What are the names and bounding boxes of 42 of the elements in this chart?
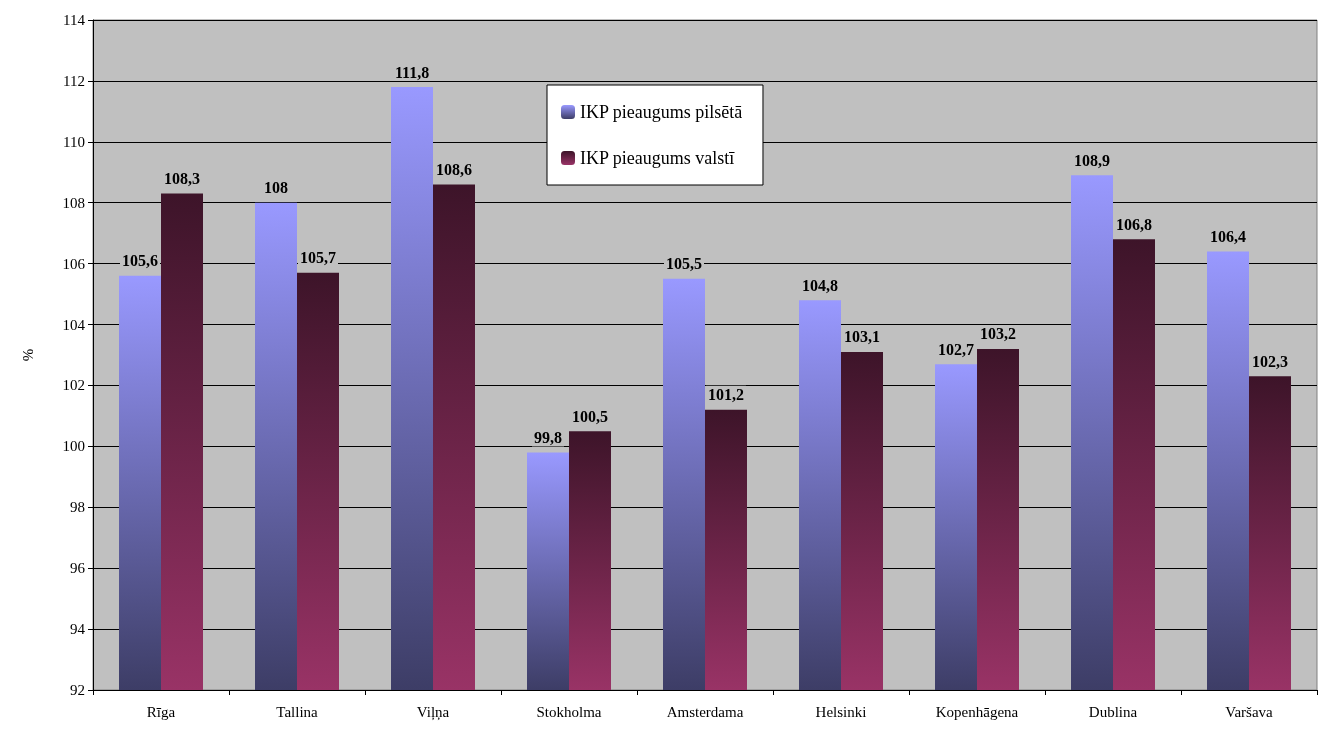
y-tick-label: 108	[62, 194, 85, 211]
y-tick-label: 110	[63, 133, 85, 150]
data-label: 105,7	[300, 249, 336, 267]
y-tick-label: 92	[70, 682, 85, 698]
data-label: 102,7	[938, 340, 974, 358]
data-label: 99,8	[534, 428, 562, 446]
data-label: 106,8	[1116, 215, 1152, 233]
y-tick-label: 100	[62, 438, 85, 455]
data-label: 105,5	[666, 255, 702, 273]
data-label: 102,3	[1252, 352, 1288, 370]
y-axis-title: %	[19, 348, 36, 362]
data-label: 111,8	[394, 63, 430, 81]
data-label: 101,2	[708, 386, 744, 404]
y-tick-label: 114	[63, 12, 86, 28]
data-label: 108	[264, 179, 288, 197]
data-label: 106,4	[1210, 227, 1246, 245]
data-label: 103,1	[844, 328, 880, 346]
data-label: 105,6	[122, 252, 158, 270]
y-tick-label: 104	[62, 316, 86, 333]
x-tick-label: Kopenhāgena	[935, 703, 1019, 720]
y-tick-label: 102	[62, 377, 85, 394]
y-tick-label: 112	[63, 72, 85, 89]
data-label: 103,2	[980, 325, 1016, 343]
data-label: 108,3	[164, 170, 200, 188]
x-tick-label: Helsinki	[815, 703, 867, 720]
data-label: 100,5	[572, 407, 608, 425]
x-tick-label: Rīga	[146, 703, 176, 720]
y-tick-label: 106	[62, 255, 86, 272]
legend-label: IKP pieaugums valstī	[580, 148, 736, 168]
y-tick-label: 96	[70, 560, 86, 577]
x-tick-label: Dublina	[1088, 703, 1138, 720]
data-label: 104,8	[802, 276, 838, 294]
x-tick-label: Viļņa	[416, 703, 450, 721]
data-label: 108,6	[436, 160, 472, 178]
data-label: 108,9	[1074, 151, 1110, 169]
y-tick-label: 98	[70, 499, 85, 516]
legend-label: IKP pieaugums pilsētā	[580, 102, 743, 122]
x-tick-label: Tallina	[276, 703, 319, 720]
x-tick-label: Varšava	[1225, 703, 1274, 720]
x-tick-label: Stokholma	[536, 703, 602, 720]
x-tick-label: Amsterdama	[666, 703, 744, 720]
y-tick-label: 94	[70, 621, 86, 638]
